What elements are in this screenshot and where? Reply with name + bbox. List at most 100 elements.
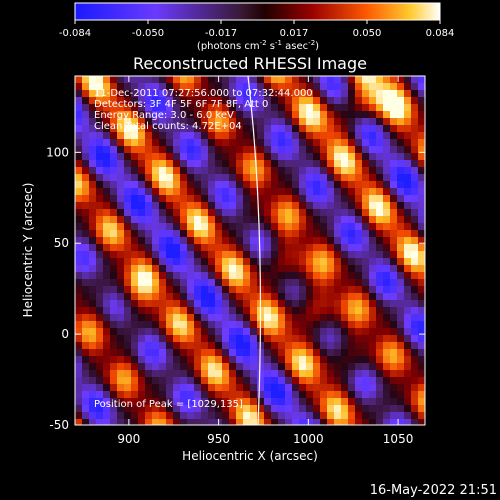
heatmap-cell [201,216,209,224]
heatmap-cell [278,335,286,343]
heatmap-cell [341,384,349,392]
heatmap-cell [194,335,202,343]
heatmap-cell [159,265,167,273]
heatmap-cell [348,328,356,336]
heatmap-cell [194,132,202,140]
heatmap-cell [257,104,265,112]
heatmap-cell [271,265,279,273]
heatmap-cell [264,307,272,315]
heatmap-cell [173,223,181,231]
heatmap-cell [145,370,153,378]
heatmap-cell [285,391,293,399]
heatmap-cell [208,384,216,392]
heatmap-cell [208,265,216,273]
heatmap-cell [362,202,370,210]
heatmap-cell [404,412,412,420]
heatmap-cell [180,349,188,357]
heatmap-cell [404,356,412,364]
heatmap-cell [103,111,111,119]
heatmap-cell [201,195,209,203]
heatmap-cell [82,209,90,217]
heatmap-cell [187,195,195,203]
heatmap-cell [103,118,111,126]
heatmap-cell [418,349,425,357]
heatmap-cell [103,279,111,287]
heatmap-cell [180,167,188,175]
heatmap-cell [180,104,188,112]
heatmap-cell [222,111,230,119]
heatmap-cell [103,293,111,301]
heatmap-cell [306,272,314,280]
heatmap-cell [411,146,419,154]
heatmap-cell [110,181,118,189]
heatmap-cell [166,328,174,336]
heatmap-cell [243,258,251,266]
heatmap-cell [320,139,328,147]
heatmap-cell [152,370,160,378]
heatmap-cell [271,405,279,413]
heatmap-cell [236,405,244,413]
heatmap-cell [257,111,265,119]
heatmap-cell [82,314,90,322]
heatmap-cell [257,244,265,252]
heatmap-cell [390,307,398,315]
heatmap-cell [138,384,146,392]
heatmap-cell [201,279,209,287]
heatmap-cell [397,209,405,217]
heatmap-cell [124,104,132,112]
heatmap-cell [348,405,356,413]
heatmap-cell [180,335,188,343]
heatmap-cell [89,153,97,161]
heatmap-cell [362,167,370,175]
heatmap-cell [201,188,209,196]
heatmap-cell [166,370,174,378]
heatmap-cell [271,90,279,98]
heatmap-cell [201,237,209,245]
heatmap-cell [320,300,328,308]
heatmap-cell [229,391,237,399]
heatmap-cell [194,349,202,357]
heatmap-cell [229,104,237,112]
heatmap-cell [187,314,195,322]
heatmap-cell [278,244,286,252]
heatmap-cell [376,356,384,364]
heatmap-cell [138,125,146,133]
heatmap-cell [138,356,146,364]
heatmap-cell [152,272,160,280]
heatmap-cell [243,104,251,112]
heatmap-cell [334,216,342,224]
heatmap-cell [348,209,356,217]
heatmap-cell [138,83,146,91]
heatmap-cell [390,272,398,280]
heatmap-cell [306,153,314,161]
heatmap-cell [285,132,293,140]
heatmap-cell [89,265,97,273]
heatmap-cell [362,188,370,196]
heatmap-cell [418,293,425,301]
heatmap-cell [110,377,118,385]
heatmap-cell [390,111,398,119]
heatmap-cell [250,104,258,112]
heatmap-cell [187,132,195,140]
heatmap-cell [159,244,167,252]
heatmap-cell [138,405,146,413]
heatmap-cell [187,76,195,84]
heatmap-cell [299,314,307,322]
heatmap-cell [264,104,272,112]
heatmap-cell [334,412,342,420]
heatmap-cell [383,76,391,84]
heatmap-cell [348,174,356,182]
heatmap-cell [215,83,223,91]
heatmap-cell [418,97,425,105]
heatmap-cell [411,391,419,399]
heatmap-cell [299,139,307,147]
heatmap-cell [131,370,139,378]
heatmap-cell [89,314,97,322]
heatmap-cell [271,209,279,217]
heatmap-cell [138,97,146,105]
heatmap-cell [285,76,293,84]
heatmap-cell [418,188,425,196]
heatmap-cell [96,153,104,161]
heatmap-cell [96,272,104,280]
heatmap-cell [355,237,363,245]
